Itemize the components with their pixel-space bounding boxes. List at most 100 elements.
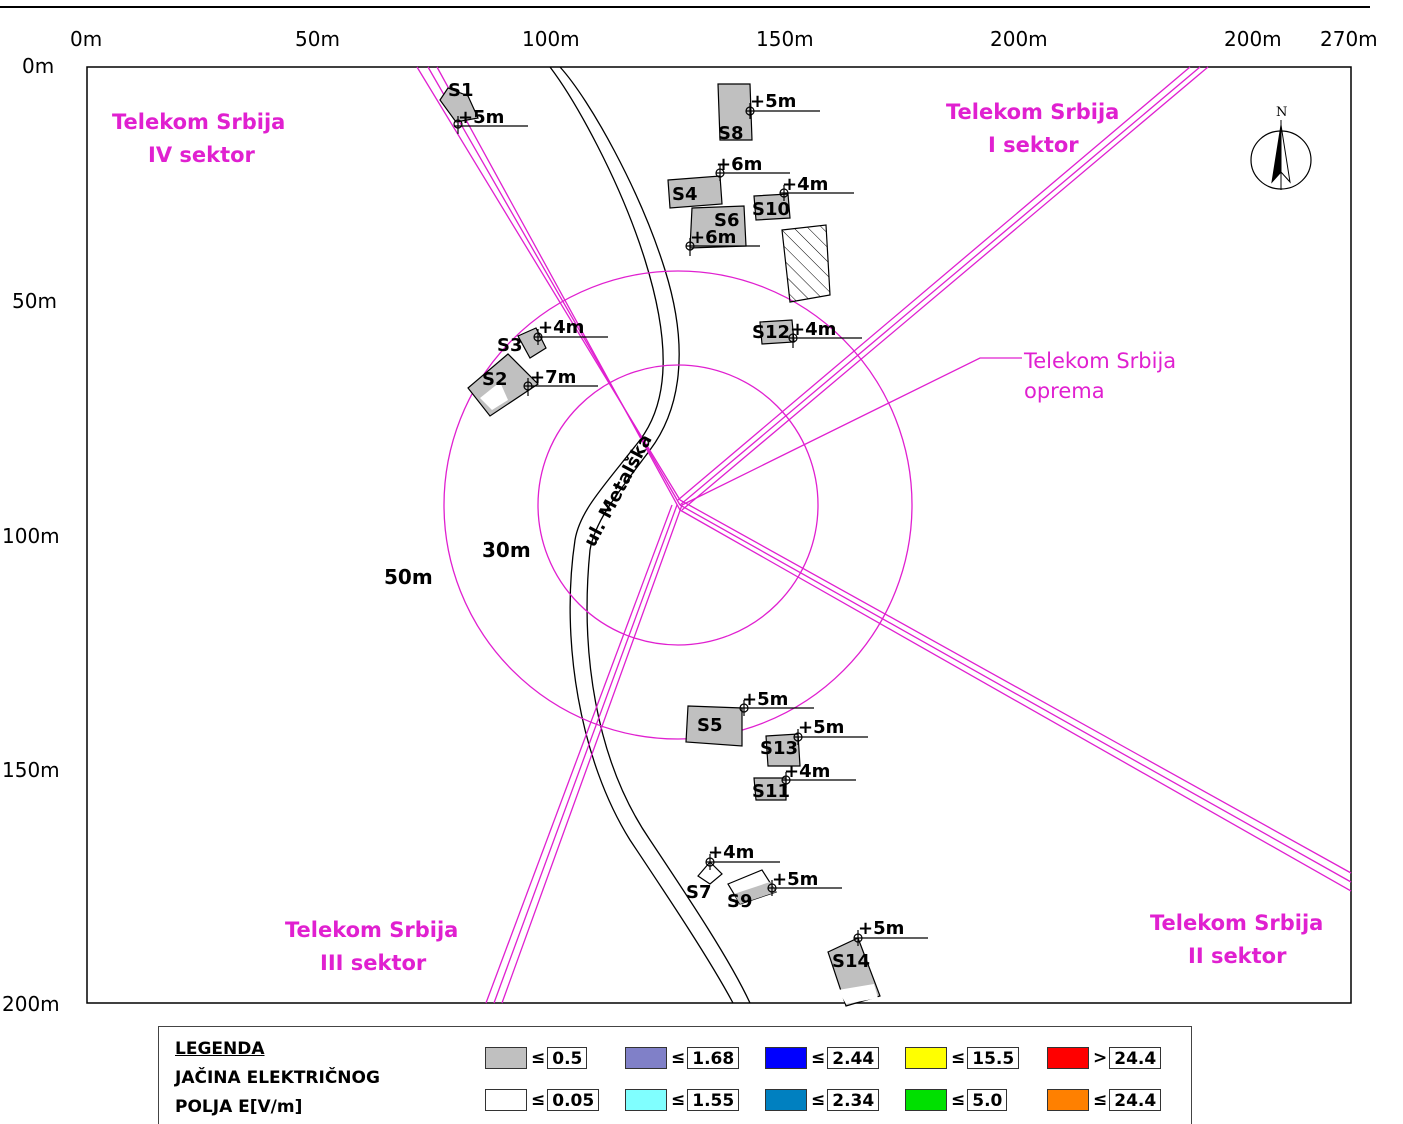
street-road: [549, 66, 751, 1004]
building-s13: [765, 733, 801, 767]
legend-item: ≤24.4: [1047, 1089, 1162, 1111]
y-tick-label: 100m: [2, 524, 60, 548]
building-label: S12: [752, 322, 790, 343]
building-label: S13: [760, 738, 798, 759]
height-label: +5m: [458, 107, 504, 128]
legend-swatch: [485, 1089, 527, 1111]
legend-value: 1.68: [687, 1047, 740, 1069]
sector-ii-label-line2: II sektor: [1188, 944, 1287, 968]
legend-swatch: [1047, 1047, 1089, 1069]
building-label: S7: [686, 882, 712, 903]
legend-operator: ≤: [811, 1090, 826, 1110]
legend-item: ≤1.68: [625, 1047, 740, 1069]
legend-item: ≤15.5: [905, 1047, 1020, 1069]
height-label: +4m: [708, 842, 754, 863]
legend-value: 24.4: [1109, 1089, 1162, 1111]
building-label: S9: [727, 891, 753, 912]
sector-iv-label-line1: Telekom Srbija: [112, 110, 285, 134]
legend-subtitle-line2: POLJA E[V/m]: [175, 1097, 303, 1117]
legend-swatch: [905, 1047, 947, 1069]
height-label: +6m: [690, 227, 736, 248]
building-label: S2: [482, 369, 508, 390]
building-s1: [439, 87, 479, 123]
legend-value: 0.5: [547, 1047, 588, 1069]
measurement-points: [453, 103, 928, 946]
legend-swatch: [765, 1047, 807, 1069]
sector-ii-label-line1: Telekom Srbija: [1150, 911, 1323, 935]
legend-item: ≤0.05: [485, 1089, 600, 1111]
legend-item: ≤1.55: [625, 1089, 740, 1111]
legend-operator: ≤: [811, 1048, 826, 1068]
sector-iv-label-line2: IV sektor: [148, 143, 256, 167]
equipment-label-line2: oprema: [1024, 379, 1105, 403]
legend-operator: ≤: [951, 1090, 966, 1110]
legend: LEGENDA JAČINA ELEKTRIČNOG POLJA E[V/m] …: [158, 1026, 1192, 1124]
x-tick-label: 100m: [522, 27, 580, 51]
legend-operator: ≤: [1093, 1090, 1108, 1110]
legend-swatch: [625, 1047, 667, 1069]
legend-swatch: [1047, 1089, 1089, 1111]
height-label: +5m: [750, 91, 796, 112]
x-tick-label: 0m: [70, 27, 102, 51]
height-label: +5m: [798, 717, 844, 738]
building-label: S4: [672, 184, 698, 205]
building-s11: [753, 777, 787, 801]
legend-operator: >: [1093, 1048, 1108, 1068]
x-tick-label: 150m: [756, 27, 814, 51]
legend-value: 2.44: [827, 1047, 880, 1069]
building-label: S11: [752, 781, 790, 802]
height-label: +5m: [742, 689, 788, 710]
building-s10: [753, 193, 791, 221]
height-label: +4m: [538, 317, 584, 338]
legend-item: >24.4: [1047, 1047, 1162, 1069]
north-arrow-icon: N: [1250, 105, 1312, 190]
building-label: S5: [697, 715, 723, 736]
building-label: S6: [714, 210, 740, 231]
building-s8: [717, 83, 753, 141]
building-s5: [685, 705, 743, 747]
sector-i-label-line2: I sektor: [988, 133, 1079, 157]
x-tick-label: 200m: [990, 27, 1048, 51]
legend-value: 1.55: [687, 1089, 740, 1111]
legend-value: 0.05: [547, 1089, 600, 1111]
height-label: +5m: [858, 918, 904, 939]
building-label: S1: [448, 80, 474, 101]
height-label: +4m: [790, 319, 836, 340]
legend-value: 5.0: [967, 1089, 1008, 1111]
x-tick-label: 200m: [1224, 27, 1282, 51]
legend-swatch: [625, 1089, 667, 1111]
x-tick-label: 50m: [295, 27, 340, 51]
height-label: +7m: [530, 367, 576, 388]
building-label: S10: [752, 199, 790, 220]
legend-value: 24.4: [1109, 1047, 1162, 1069]
height-label: +5m: [772, 869, 818, 890]
radius-30m-label: 30m: [482, 538, 531, 562]
legend-operator: ≤: [671, 1048, 686, 1068]
legend-operator: ≤: [951, 1048, 966, 1068]
height-label: +6m: [716, 154, 762, 175]
legend-heading: LEGENDA: [175, 1039, 265, 1059]
y-tick-label: 0m: [22, 54, 54, 78]
equipment-leader-line: [681, 357, 1022, 506]
radius-30m-circle: [537, 364, 819, 646]
north-label: N: [1276, 105, 1287, 120]
sector-lines: [416, 66, 1352, 1004]
hatched-structure: [781, 224, 831, 303]
legend-operator: ≤: [531, 1048, 546, 1068]
legend-swatch: [765, 1089, 807, 1111]
y-tick-label: 200m: [2, 992, 60, 1016]
sector-iii-label-line1: Telekom Srbija: [285, 918, 458, 942]
x-tick-label: 270m: [1320, 27, 1378, 51]
height-label: +4m: [784, 761, 830, 782]
legend-swatch: [485, 1047, 527, 1069]
building-label: S14: [832, 951, 870, 972]
legend-item: ≤5.0: [905, 1089, 1008, 1111]
legend-item: ≤2.44: [765, 1047, 880, 1069]
height-label: +4m: [782, 174, 828, 195]
legend-operator: ≤: [531, 1090, 546, 1110]
legend-title: LEGENDA JAČINA ELEKTRIČNOG POLJA E[V/m]: [175, 1035, 380, 1122]
legend-swatch: [905, 1089, 947, 1111]
building-s7: [697, 861, 723, 885]
sector-i-label-line1: Telekom Srbija: [946, 100, 1119, 124]
